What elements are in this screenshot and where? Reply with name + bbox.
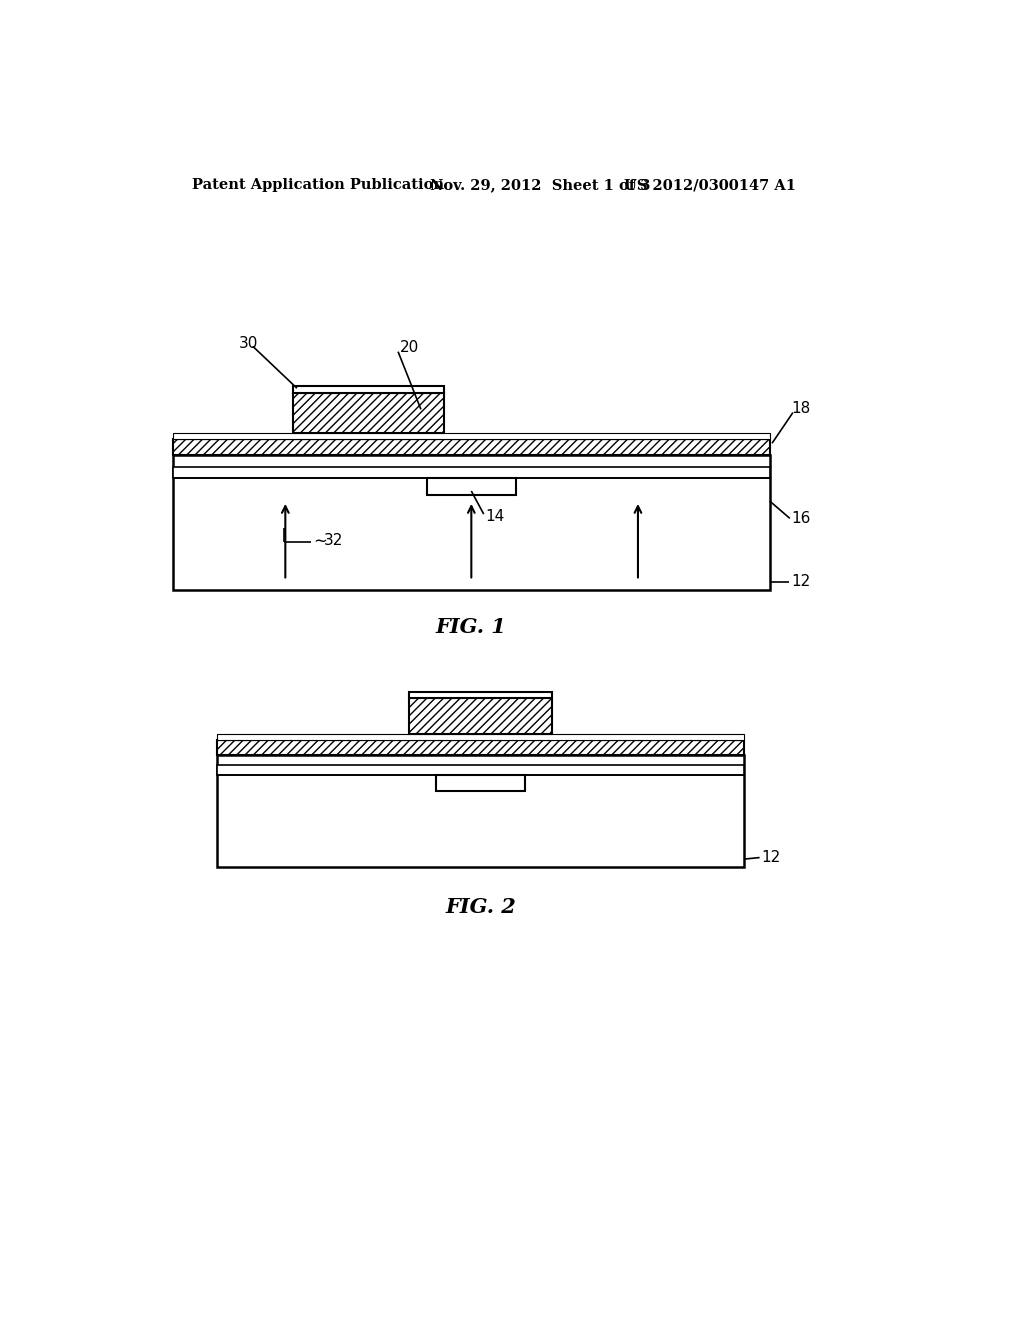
Text: ∼: ∼: [313, 532, 327, 549]
Text: Patent Application Publication: Patent Application Publication: [193, 178, 444, 193]
Text: 32: 32: [324, 533, 343, 548]
Text: 14: 14: [485, 510, 505, 524]
Bar: [217, 739, 744, 755]
Bar: [173, 433, 770, 440]
Text: 12: 12: [792, 574, 811, 590]
Text: 18: 18: [792, 401, 811, 416]
Text: US 2012/0300147 A1: US 2012/0300147 A1: [624, 178, 796, 193]
Bar: [427, 478, 516, 495]
Bar: [173, 440, 770, 455]
Bar: [409, 698, 552, 734]
Text: Nov. 29, 2012  Sheet 1 of 3: Nov. 29, 2012 Sheet 1 of 3: [430, 178, 650, 193]
Bar: [409, 692, 552, 698]
Text: FIG. 1: FIG. 1: [436, 616, 507, 636]
Bar: [436, 775, 525, 791]
Bar: [173, 455, 770, 590]
Text: FIG. 2: FIG. 2: [445, 896, 516, 917]
Bar: [293, 387, 444, 393]
Bar: [217, 755, 744, 867]
Bar: [293, 393, 444, 433]
Bar: [217, 766, 744, 775]
Text: 16: 16: [792, 511, 811, 525]
Text: 20: 20: [399, 341, 419, 355]
Text: 12: 12: [761, 850, 780, 865]
Bar: [173, 467, 770, 478]
Text: 30: 30: [239, 337, 258, 351]
Bar: [217, 734, 744, 739]
